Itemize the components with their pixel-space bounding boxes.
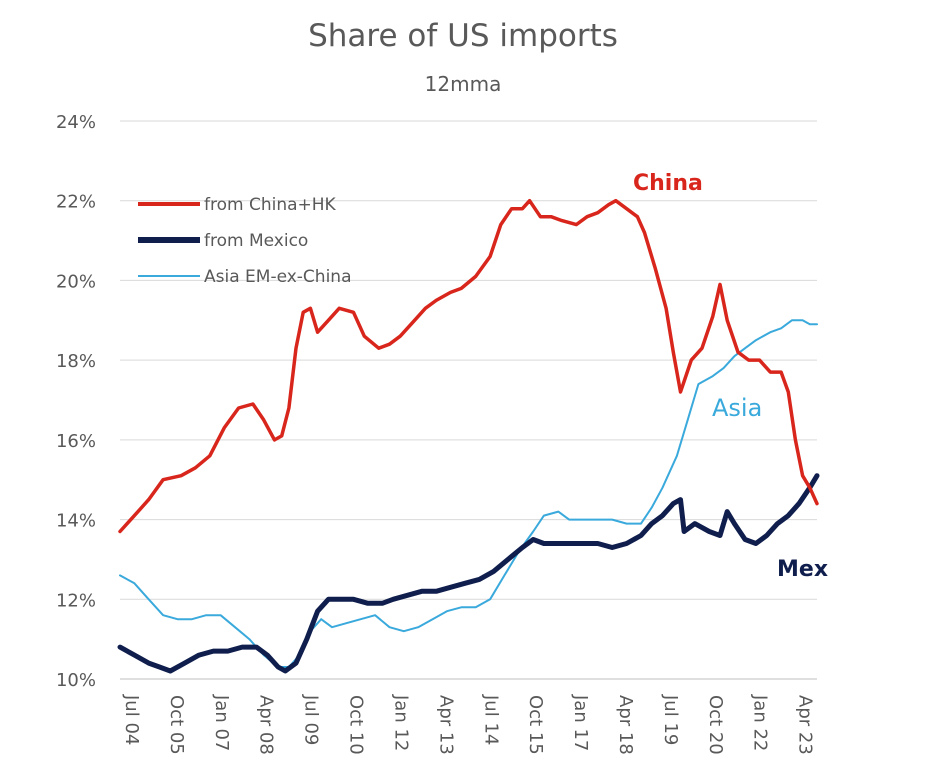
- y-tick-label: 12%: [56, 590, 96, 611]
- y-tick-label: 20%: [56, 271, 96, 292]
- y-tick-label: 14%: [56, 511, 96, 532]
- x-tick-label: Apr 23: [795, 695, 816, 755]
- y-axis: 10% 12% 14% 16% 18% 20% 22% 24%: [56, 112, 96, 691]
- x-tick-label: Jan 17: [570, 694, 591, 751]
- legend-label-asia: Asia EM-ex-China: [204, 267, 352, 287]
- chart-subtitle: 12mma: [424, 72, 502, 96]
- y-tick-label: 16%: [56, 431, 96, 452]
- series-line-asia: [119, 319, 818, 668]
- x-tick-label: Oct 20: [705, 695, 726, 755]
- x-tick-label: Oct 05: [166, 695, 187, 755]
- legend-label-mexico: from Mexico: [204, 231, 308, 251]
- chart-title: Share of US imports: [308, 18, 618, 54]
- legend: from China+HK from Mexico Asia EM-ex-Chi…: [138, 195, 352, 287]
- series-lines: [117, 198, 820, 674]
- x-tick-label: Jul 19: [660, 694, 681, 745]
- x-tick-label: Jan 22: [750, 694, 771, 751]
- gridlines: [120, 120, 817, 680]
- y-tick-label: 22%: [56, 192, 96, 213]
- y-tick-label: 10%: [56, 670, 96, 691]
- y-tick-label: 18%: [56, 351, 96, 372]
- x-tick-label: Jan 12: [390, 694, 411, 751]
- x-tick-label: Jul 09: [301, 694, 322, 745]
- x-tick-label: Apr 18: [615, 695, 636, 755]
- x-tick-label: Jul 04: [121, 694, 142, 745]
- x-tick-label: Apr 08: [256, 695, 277, 755]
- x-axis: Jul 04 Oct 05 Jan 07 Apr 08 Jul 09 Oct 10 Jan …: [121, 694, 816, 755]
- legend-label-china: from China+HK: [204, 195, 337, 215]
- y-tick-label: 24%: [56, 112, 96, 133]
- x-tick-label: Jul 14: [480, 694, 501, 745]
- annotation-china: China: [633, 171, 703, 196]
- x-tick-label: Apr 13: [435, 695, 456, 755]
- series-line-china: [118, 198, 819, 534]
- x-tick-label: Oct 10: [346, 695, 367, 755]
- series-line-mexico: [117, 473, 820, 674]
- x-tick-label: Oct 15: [525, 695, 546, 755]
- x-tick-label: Jan 07: [211, 694, 232, 751]
- annotation-mex: Mex: [777, 557, 828, 582]
- annotation-asia: Asia: [712, 394, 762, 422]
